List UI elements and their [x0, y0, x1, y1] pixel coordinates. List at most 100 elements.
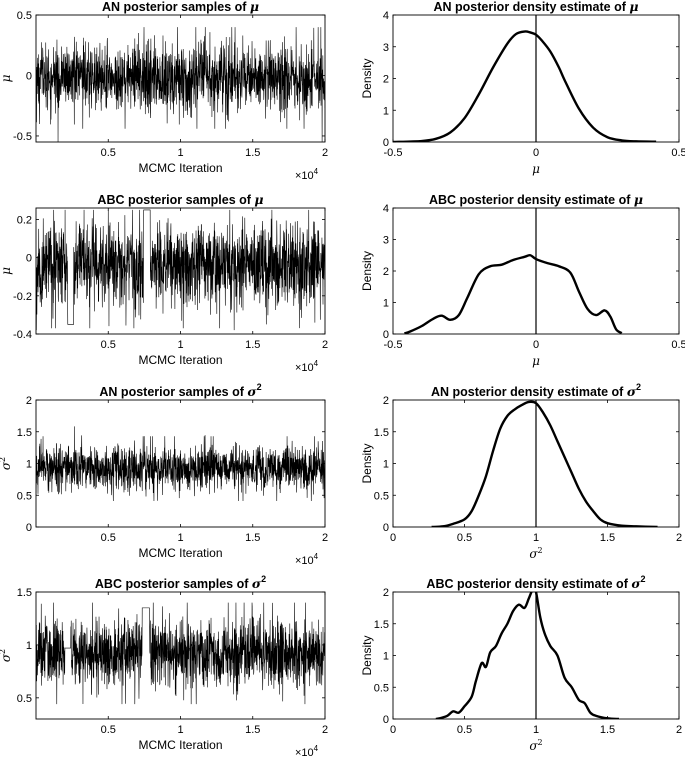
title-symbol: σ — [627, 384, 637, 399]
y-tick-label: 3 — [383, 42, 389, 54]
an-trace-sigma2-x-exponent: ×104 — [295, 552, 319, 567]
y-tick-label: 0.5 — [17, 10, 32, 22]
y-tick-label: 0 — [26, 253, 32, 265]
x-tick-label: 0 — [533, 339, 539, 351]
abc-trace-sigma2-panel: 0.5 1 1.5 2 0.5 1 1.5 ABC posterior samples of … — [0, 574, 328, 757]
x-tick-label: 0.5 — [671, 147, 685, 159]
x-label-symbol: μ — [532, 162, 540, 176]
an-density-sigma2-density-curve — [431, 400, 658, 527]
title-text: AN posterior density estimate of — [431, 385, 627, 399]
y-label-superscript: 2 — [0, 457, 7, 462]
x-tick-label: 0.5 — [101, 724, 116, 736]
y-tick-label: -0.5 — [13, 131, 32, 143]
an-trace-mu-y-label: μ — [0, 74, 13, 82]
abc-trace-mu-title: ABC posterior samples of μ — [97, 192, 263, 207]
x-tick-label: 1 — [177, 147, 183, 159]
exponent-power: 4 — [314, 167, 319, 176]
abc-density-mu-x-label: μ — [532, 354, 540, 368]
x-tick-label: 0.5 — [101, 339, 116, 351]
x-tick-label: 0.5 — [671, 339, 685, 351]
x-tick-label: 0.5 — [101, 532, 116, 544]
abc-density-mu-title: ABC posterior density estimate of μ — [429, 192, 643, 207]
x-tick-label: -0.5 — [384, 147, 403, 159]
x-tick-label: 1 — [177, 532, 183, 544]
exponent-base: ×10 — [295, 747, 314, 757]
exponent-base: ×10 — [295, 170, 314, 182]
x-tick-label: 1.5 — [600, 724, 615, 736]
x-tick-label: -0.5 — [384, 339, 403, 351]
title-symbol: σ — [631, 576, 641, 591]
title-symbol: σ — [252, 576, 262, 591]
x-tick-label: 1.5 — [245, 724, 260, 736]
y-tick-label: 1.5 — [17, 427, 32, 439]
y-tick-label: 4 — [383, 10, 389, 22]
y-tick-label: 0.5 — [374, 490, 389, 502]
y-label-superscript: 2 — [0, 649, 7, 654]
x-tick-label: 1 — [533, 724, 539, 736]
y-tick-label: 1 — [383, 459, 389, 471]
x-label-symbol: σ — [529, 739, 538, 753]
y-tick-label: 1.5 — [374, 427, 389, 439]
an-trace-mu-title: AN posterior samples of μ — [102, 0, 259, 14]
y-tick-label: 1.5 — [374, 619, 389, 631]
y-tick-label: -0.2 — [13, 291, 32, 303]
title-symbol: μ — [250, 0, 259, 14]
x-tick-label: 1.5 — [245, 339, 260, 351]
title-text: ABC posterior density estimate of — [426, 577, 631, 591]
abc-trace-sigma2-x-label: MCMC Iteration — [138, 738, 222, 752]
abc-density-sigma2-title: ABC posterior density estimate of σ2 — [426, 574, 645, 591]
abc-trace-sigma2-title: ABC posterior samples of σ2 — [95, 574, 266, 591]
x-tick-label: 2 — [676, 532, 682, 544]
y-label-symbol: μ — [0, 267, 13, 275]
y-tick-label: 4 — [383, 203, 389, 215]
x-tick-label: 2 — [322, 339, 328, 351]
y-tick-label: 0 — [383, 137, 389, 149]
an-density-sigma2-title: AN posterior density estimate of σ2 — [431, 382, 641, 399]
y-tick-label: 0 — [26, 70, 32, 82]
y-tick-label: -0.4 — [13, 329, 32, 341]
x-tick-label: 1 — [177, 724, 183, 736]
abc-trace-mu-panel: 0.5 1 1.5 2 -0.4 -0.2 0 0.2 ABC posterior sample… — [0, 192, 328, 374]
y-tick-label: 0.5 — [374, 682, 389, 694]
title-symbol: μ — [254, 192, 263, 207]
y-tick-label: 0.2 — [17, 214, 32, 226]
title-superscript: 2 — [636, 382, 641, 392]
x-tick-label: 0 — [533, 147, 539, 159]
an-trace-sigma2-y-label: σ2 — [0, 457, 13, 470]
y-label-symbol: μ — [0, 74, 13, 82]
y-tick-label: 2 — [383, 74, 389, 86]
y-tick-label: 1 — [383, 105, 389, 117]
abc-density-sigma2-y-label: Density — [360, 635, 374, 675]
x-tick-label: 0.5 — [457, 532, 472, 544]
an-density-mu-x-label: μ — [532, 162, 540, 176]
title-text: ABC posterior density estimate of — [429, 193, 634, 207]
x-label-superscript: 2 — [538, 738, 543, 747]
title-superscript: 2 — [641, 574, 646, 584]
exponent-base: ×10 — [295, 362, 314, 374]
x-label-symbol: μ — [532, 354, 540, 368]
abc-density-mu-density-curve — [404, 253, 623, 334]
y-tick-label: 3 — [383, 235, 389, 247]
y-tick-label: 1 — [383, 298, 389, 310]
y-tick-label: 0.5 — [17, 693, 32, 705]
y-tick-label: 2 — [26, 395, 32, 407]
x-tick-label: 2 — [322, 532, 328, 544]
x-tick-label: 0.5 — [457, 724, 472, 736]
x-label-superscript: 2 — [538, 546, 543, 555]
y-label-symbol: σ — [0, 461, 13, 470]
x-tick-label: 1.5 — [245, 532, 260, 544]
x-tick-label: 2 — [322, 724, 328, 736]
exponent-power: 4 — [314, 552, 319, 561]
title-symbol: μ — [629, 0, 638, 14]
an-trace-mu-x-label: MCMC Iteration — [138, 161, 222, 175]
title-text: ABC posterior samples of — [95, 577, 252, 591]
y-tick-label: 1 — [383, 651, 389, 663]
y-tick-label: 0 — [383, 714, 389, 726]
an-trace-mu-x-exponent: ×104 — [295, 167, 319, 182]
